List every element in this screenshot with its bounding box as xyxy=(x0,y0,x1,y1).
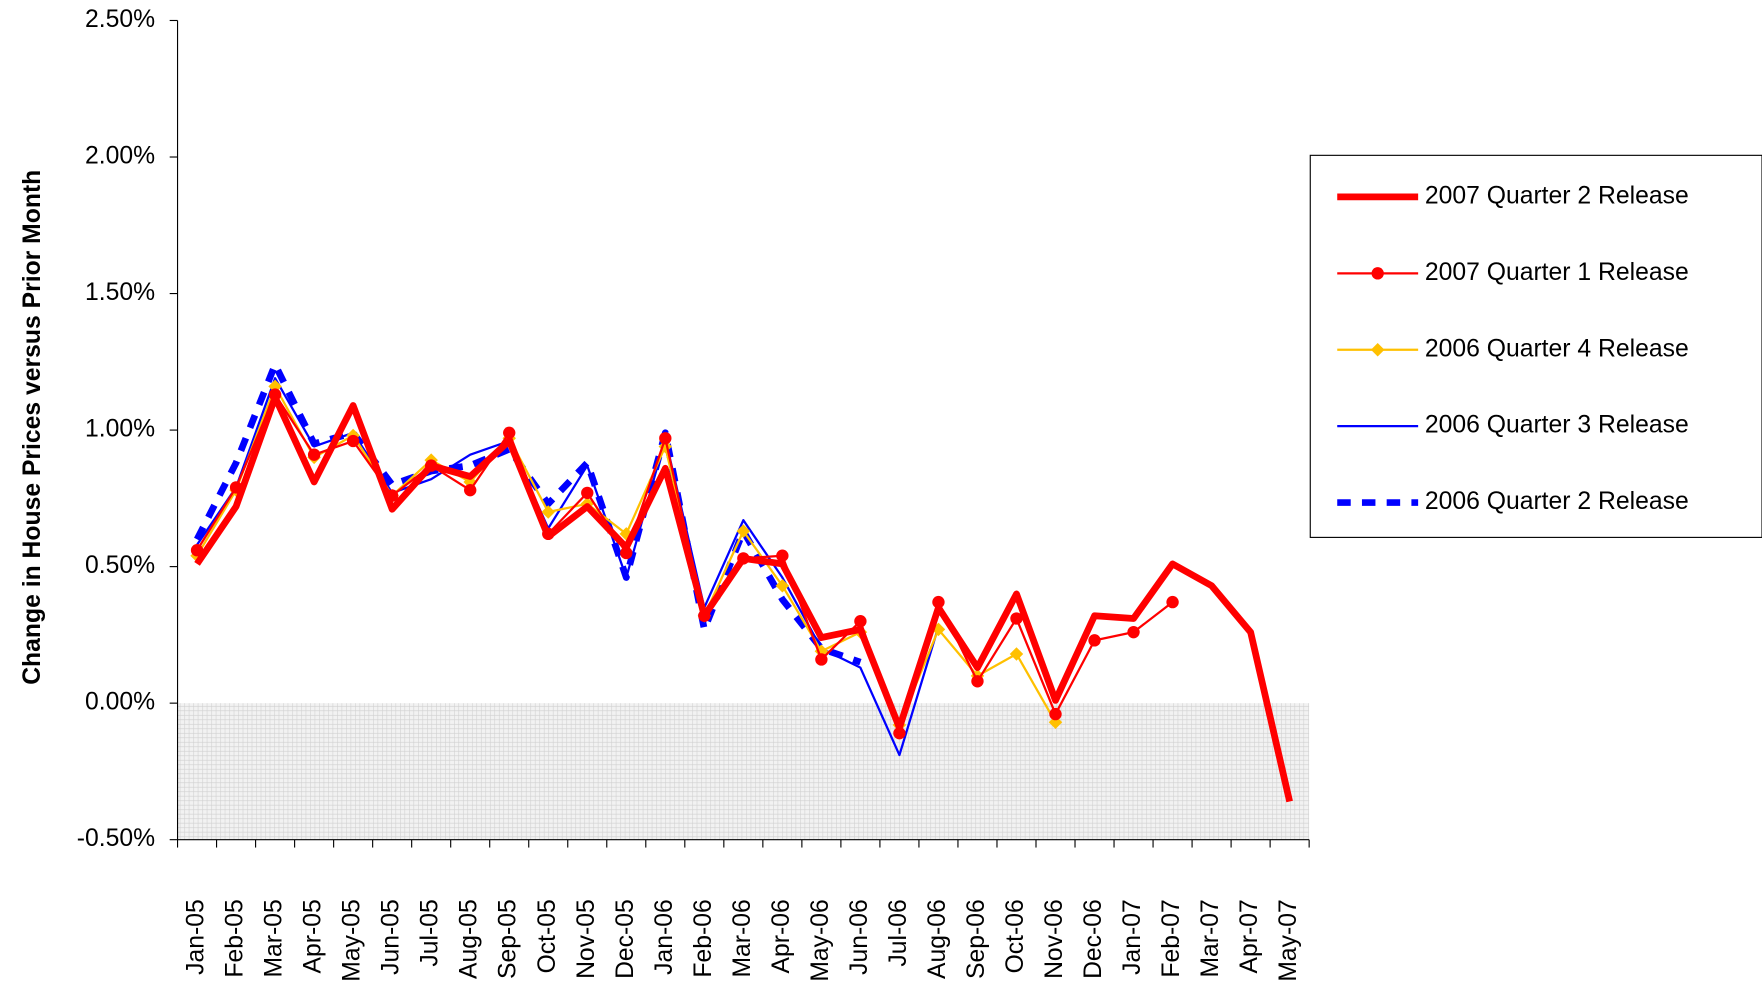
series-line xyxy=(194,361,862,666)
point xyxy=(854,615,867,628)
point xyxy=(1127,625,1140,639)
x-tick-label: May-06 xyxy=(807,899,834,981)
point xyxy=(307,448,321,461)
x-tick-label: Jan-06 xyxy=(651,899,678,975)
point xyxy=(190,544,204,557)
point xyxy=(581,486,594,500)
x-tick-label: Sep-06 xyxy=(963,899,990,979)
x-tick-label: Oct-06 xyxy=(1002,899,1029,973)
x-tick-label: Apr-05 xyxy=(300,899,327,973)
x-tick-label: Aug-06 xyxy=(924,899,951,979)
point xyxy=(776,549,789,562)
point xyxy=(1049,707,1062,721)
x-tick-label: Aug-05 xyxy=(456,899,483,979)
y-tick-label: -0.50% xyxy=(77,825,155,852)
point xyxy=(1009,647,1024,661)
point xyxy=(1370,342,1385,357)
x-tick-label: Apr-06 xyxy=(768,899,795,973)
point xyxy=(815,653,828,666)
x-tick-label: Jan-07 xyxy=(1119,899,1146,975)
legend-label: 2007 Quarter 2 Release xyxy=(1425,182,1689,209)
legend-label: 2006 Quarter 3 Release xyxy=(1425,412,1689,439)
point xyxy=(620,546,633,560)
x-tick-label: Oct-05 xyxy=(534,899,561,973)
y-tick-label: 0.50% xyxy=(85,552,155,579)
y-tick-label: 1.50% xyxy=(85,279,155,306)
x-tick-label: Feb-07 xyxy=(1158,899,1185,977)
x-tick-label: Mar-06 xyxy=(729,899,756,977)
legend-label: 2006 Quarter 4 Release xyxy=(1425,335,1689,362)
point xyxy=(971,675,984,688)
x-tick-label: Nov-05 xyxy=(573,899,600,979)
x-tick-label: Jan-05 xyxy=(183,899,210,975)
x-tick-label: May-05 xyxy=(339,899,366,981)
legend-box xyxy=(1309,154,1762,538)
x-tick-label: Nov-06 xyxy=(1041,899,1068,979)
y-tick-label: 2.50% xyxy=(85,6,155,33)
point xyxy=(1166,595,1179,609)
x-tick-label: May-07 xyxy=(1275,899,1302,981)
x-tick-label: Dec-05 xyxy=(612,899,639,979)
x-tick-label: Apr-07 xyxy=(1236,899,1263,973)
point xyxy=(1088,634,1101,647)
x-tick-label: Jul-06 xyxy=(885,899,912,966)
x-tick-label: Dec-06 xyxy=(1080,899,1107,979)
y-tick-label: 2.00% xyxy=(85,143,155,170)
legend-label: 2006 Quarter 2 Release xyxy=(1425,488,1689,515)
series-line xyxy=(196,377,940,757)
y-axis-title: Change in House Prices versus Prior Mont… xyxy=(19,170,46,685)
point xyxy=(1371,267,1384,280)
x-tick-label: Jul-05 xyxy=(417,899,444,966)
point xyxy=(464,483,477,497)
series-line xyxy=(194,393,1293,803)
x-tick-label: Feb-05 xyxy=(222,899,249,977)
point xyxy=(1010,612,1023,625)
x-tick-label: Sep-05 xyxy=(495,899,522,979)
point xyxy=(775,578,790,593)
series-line xyxy=(196,393,1174,735)
point xyxy=(893,727,906,740)
point xyxy=(346,434,360,448)
point xyxy=(932,595,945,609)
x-tick-label: Feb-06 xyxy=(690,899,717,977)
y-tick-label: 1.00% xyxy=(85,416,155,443)
legend-label: 2007 Quarter 1 Release xyxy=(1425,259,1689,286)
x-tick-label: Jun-06 xyxy=(846,899,873,975)
point xyxy=(659,432,672,445)
negative-region xyxy=(177,703,1310,840)
y-tick-label: 0.00% xyxy=(85,689,155,716)
point xyxy=(503,426,516,439)
x-tick-label: Jun-05 xyxy=(378,899,405,975)
x-tick-label: Mar-07 xyxy=(1197,899,1224,977)
plot-area xyxy=(169,19,1310,848)
x-tick-label: Mar-05 xyxy=(261,899,288,977)
